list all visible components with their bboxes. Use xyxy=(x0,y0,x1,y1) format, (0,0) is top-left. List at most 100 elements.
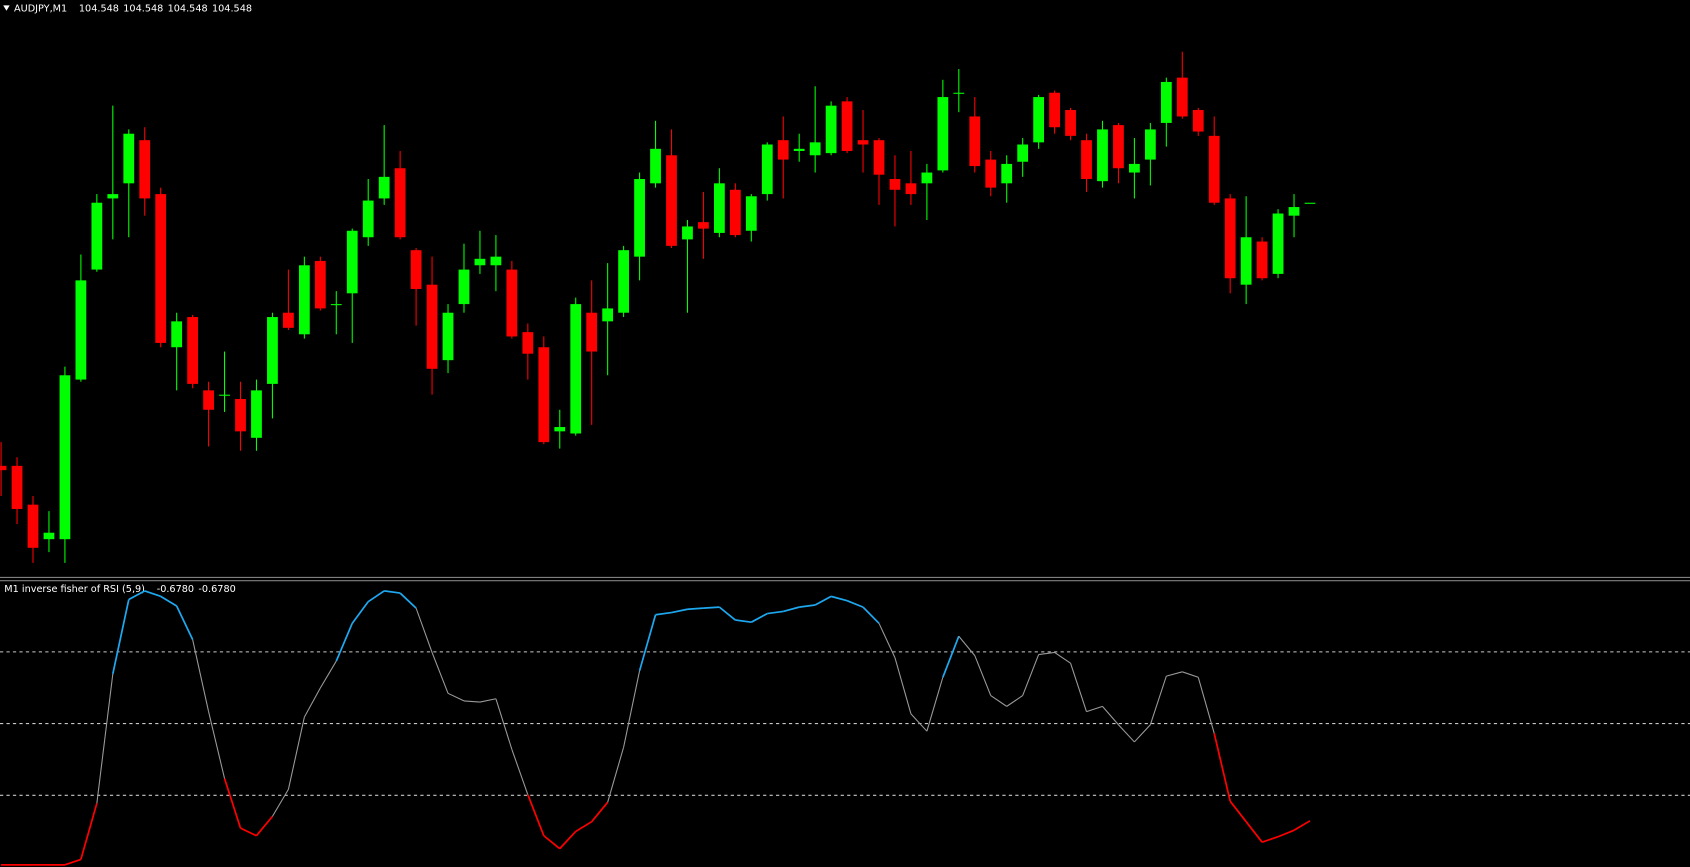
candle-body xyxy=(171,321,183,348)
candle-body xyxy=(1113,125,1124,169)
candle-body xyxy=(410,250,422,289)
candle-body xyxy=(682,226,693,240)
indicator-segment xyxy=(384,590,401,594)
indicator-segment xyxy=(942,635,960,678)
candle-body xyxy=(235,398,246,432)
candle-body xyxy=(1129,163,1140,173)
candle-body xyxy=(969,116,981,167)
indicator-segment xyxy=(255,815,274,837)
candle-body xyxy=(75,280,87,380)
candle-body xyxy=(155,194,167,343)
indicator-name: M1 inverse fisher of RSI (5,9) xyxy=(4,584,145,595)
candle-body xyxy=(761,144,773,195)
candle-body xyxy=(618,250,629,313)
candle-body xyxy=(937,97,949,171)
indicator-segment xyxy=(1149,675,1167,725)
indicator-segment xyxy=(463,700,480,703)
candle-body xyxy=(123,133,135,184)
candle-body xyxy=(793,148,805,151)
indicator-segment xyxy=(144,590,161,598)
indicator-segment xyxy=(958,635,976,656)
candle-body xyxy=(59,375,71,540)
indicator-segment xyxy=(1006,695,1023,707)
candle-body xyxy=(522,332,534,354)
indicator-segment xyxy=(1038,651,1055,656)
candle-body xyxy=(1192,109,1204,132)
candle-body xyxy=(953,92,965,94)
indicator-segment xyxy=(1070,663,1088,712)
candle-body xyxy=(1001,163,1013,184)
candle-body xyxy=(298,265,310,335)
indicator-segment xyxy=(415,607,433,653)
indicator-segment xyxy=(830,595,848,602)
indicator-segment xyxy=(1086,705,1103,713)
indicator-segment xyxy=(559,830,577,850)
candle-body xyxy=(1065,109,1076,136)
indicator-segment xyxy=(495,698,513,750)
candle-body xyxy=(905,183,917,195)
header-value: 104.548 xyxy=(123,4,163,15)
indicator-segment xyxy=(638,614,657,672)
indicator-segment xyxy=(718,606,736,621)
indicator-segment xyxy=(399,592,417,609)
candle-body xyxy=(809,142,821,156)
menu-triangle[interactable] xyxy=(3,5,10,11)
candle-body xyxy=(1081,140,1092,180)
candle-body xyxy=(474,258,486,266)
indicator-segment xyxy=(96,673,114,804)
candle-body xyxy=(219,394,230,396)
candle-body xyxy=(666,155,677,246)
candle-body xyxy=(442,312,454,361)
candle-body xyxy=(841,101,853,151)
indicator-segment xyxy=(862,606,880,624)
candle-body xyxy=(91,202,103,270)
candle-body xyxy=(251,390,262,438)
indicator-segment xyxy=(240,827,257,837)
indicator-segment xyxy=(192,639,210,712)
candle-body xyxy=(602,308,614,322)
candle-body xyxy=(0,465,7,471)
indicator-segment xyxy=(271,789,289,817)
indicator-segment xyxy=(319,660,337,689)
candle-body xyxy=(857,140,869,145)
candle-body xyxy=(889,179,901,190)
indicator-segment xyxy=(1197,677,1215,734)
header-value: -0.6780 xyxy=(157,584,194,595)
indicator-segment xyxy=(814,595,832,606)
indicator-segment xyxy=(1134,724,1151,743)
candle-body xyxy=(873,140,885,175)
candle-body xyxy=(267,317,278,384)
indicator-segment xyxy=(1182,671,1199,678)
candle-body xyxy=(1256,241,1268,279)
candle-body xyxy=(506,269,518,337)
candle-body xyxy=(825,105,837,154)
header-value: 104.548 xyxy=(79,4,119,15)
indicator-segment xyxy=(303,687,321,718)
candle-body xyxy=(1208,135,1220,203)
candle-body xyxy=(378,176,390,199)
main-header: AUDJPY,M1 104.548 104.548 104.548 104.548 xyxy=(14,4,252,15)
candle-body xyxy=(314,260,326,309)
candle-body xyxy=(650,148,661,184)
indicator-segment xyxy=(511,749,529,795)
indicator-segment xyxy=(799,604,816,608)
header-value: 104.548 xyxy=(168,4,208,15)
indicator-segment xyxy=(527,794,545,837)
indicator-segment xyxy=(335,622,354,662)
indicator-segment xyxy=(1054,651,1071,664)
candle-body xyxy=(11,465,23,509)
indicator-segment xyxy=(1102,706,1119,726)
indicator-segment xyxy=(926,677,944,732)
indicator-segment xyxy=(479,698,497,703)
candle-body xyxy=(1176,77,1188,117)
candle-body xyxy=(554,427,566,432)
indicator-segment xyxy=(591,801,609,823)
header-value: -0.6780 xyxy=(198,584,235,595)
indicator-segment xyxy=(208,711,226,779)
indicator-segment xyxy=(447,692,465,702)
candle-body xyxy=(570,304,582,434)
candle-body xyxy=(1017,144,1029,162)
indicator-segment xyxy=(607,747,625,803)
candle-body xyxy=(777,140,789,160)
indicator-segment xyxy=(974,655,992,696)
